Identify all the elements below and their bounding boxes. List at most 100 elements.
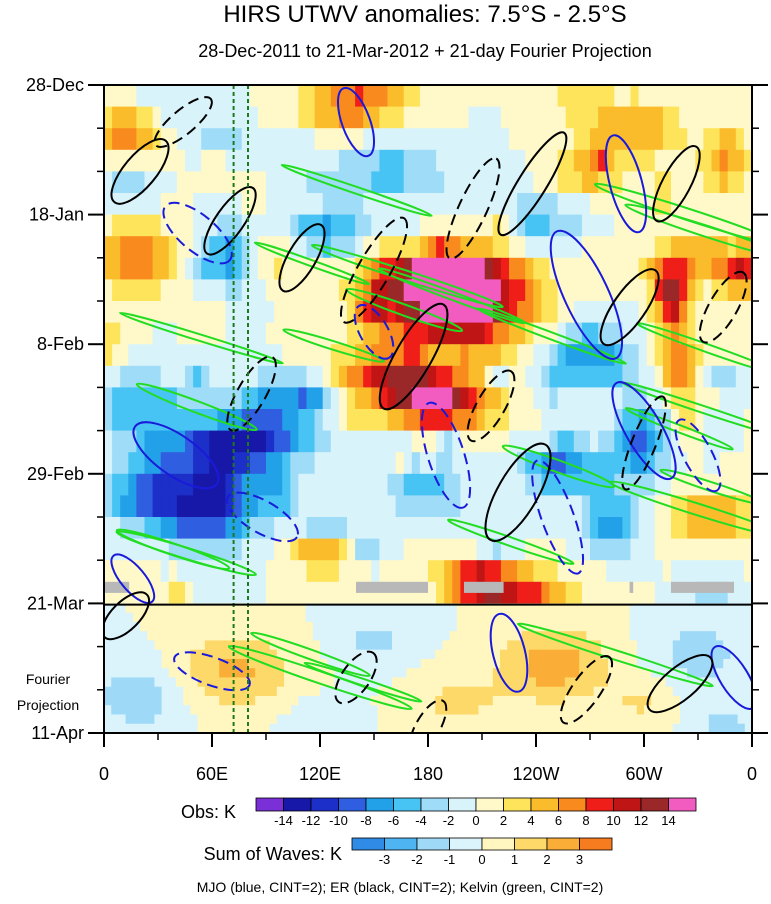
projection-cell [500,631,508,642]
obs-cell [436,85,445,108]
projection-cell [449,631,458,642]
obs-cell [598,560,607,583]
projection-cell [312,612,321,623]
obs-cell [509,85,518,108]
projection-cell [680,714,688,725]
projection-cell [284,723,292,733]
obs-cell [671,171,680,194]
obs-cell [444,365,453,388]
x-tick-label: 60W [625,764,662,784]
obs-cell [476,279,486,302]
obs-cell [598,279,607,302]
projection-cell [428,714,436,725]
projection-cell [449,723,458,733]
obs-cell [428,322,437,345]
projection-cell [298,714,307,725]
projection-cell [413,686,422,697]
obs-cell [185,452,194,475]
obs-cell [476,473,486,496]
kelvin-contour [447,518,575,565]
obs-colorbar-tick-label: 0 [472,813,479,828]
obs-cell [104,236,113,259]
obs-cell [687,517,696,540]
obs-cell [217,409,227,432]
projection-cell [543,649,551,660]
obs-cell [322,581,332,604]
obs-cell [727,344,737,367]
projection-cell [687,714,695,725]
er-contour [445,157,501,260]
obs-cell [371,85,380,108]
projection-cell [320,621,328,632]
obs-cell [468,149,478,172]
obs-cell [387,387,397,410]
obs-cell [371,236,380,259]
projection-cell [104,705,112,716]
obs-cell [193,517,202,540]
obs-cell [379,322,389,345]
kelvin-contour [253,241,371,286]
obs-cell [249,171,259,194]
projection-cell [644,658,652,669]
obs-cell [590,430,599,453]
obs-cell [144,473,154,496]
projection-cell [471,714,479,725]
obs-cell [695,560,704,583]
obs-cell [257,85,267,108]
projection-cell [492,723,501,733]
projection-cell [435,603,443,614]
obs-cell [225,128,235,151]
obs-cell [306,365,316,388]
projection-cell [377,640,386,651]
obs-cell [176,538,186,561]
projection-cell [536,686,544,697]
obs-cell [241,517,251,540]
obs-cell [112,128,121,151]
obs-cell [282,473,291,496]
projection-cell [744,686,752,697]
projection-cell [248,705,256,716]
obs-cell [395,430,405,453]
obs-cell [241,409,251,432]
er-contour [339,216,409,324]
projection-cell [672,695,681,706]
projection-cell [528,714,537,725]
obs-cell [509,193,518,216]
projection-cell [363,695,371,706]
obs-cell [541,128,551,151]
obs-cell [638,85,648,108]
obs-cell [322,452,332,475]
projection-cell [651,723,659,733]
projection-cell [262,621,271,632]
obs-cell [581,473,591,496]
projection-cell [672,723,681,733]
obs-cell [541,473,551,496]
obs-cell [565,236,575,259]
obs-cell [444,193,453,216]
obs-cell [185,106,194,129]
projection-cell [356,686,364,697]
obs-cell [209,581,218,604]
projection-cell [716,695,724,706]
projection-cell [528,612,537,623]
obs-cell [330,128,340,151]
obs-cell [193,279,202,302]
projection-cell [557,723,566,733]
obs-cell [517,387,526,410]
obs-cell [144,279,154,302]
obs-cell [533,171,542,194]
obs-cell [452,452,461,475]
obs-cell [509,322,518,345]
obs-colorbar-swatch [640,797,669,812]
projection-cell [284,705,292,716]
obs-cell [622,344,632,367]
projection-cell [219,668,227,679]
obs-cell [120,517,129,540]
projection-cell [399,668,407,679]
projection-cell [521,658,530,669]
obs-cell [306,279,316,302]
projection-cell [334,714,343,725]
projection-cell [572,631,580,642]
projection-cell [500,695,508,706]
obs-cell [533,279,542,302]
